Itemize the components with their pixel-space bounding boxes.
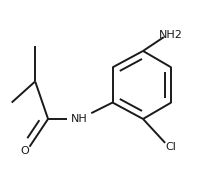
Text: O: O [20, 146, 29, 156]
Text: NH: NH [71, 114, 88, 124]
Text: Cl: Cl [166, 142, 177, 152]
Text: NH2: NH2 [159, 30, 183, 40]
